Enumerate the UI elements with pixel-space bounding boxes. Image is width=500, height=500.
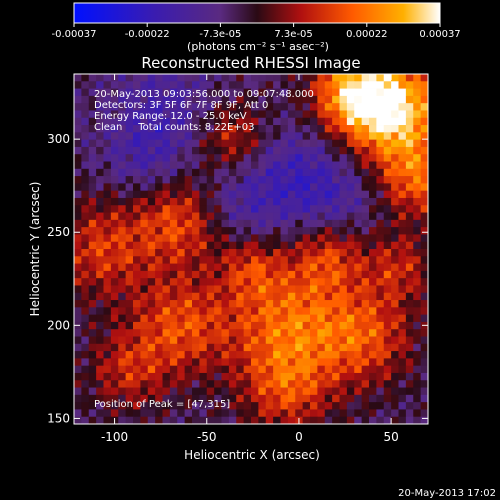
colorbar-units-label: (photons cm⁻² s⁻¹ asec⁻²): [187, 40, 329, 53]
x-tick-label: 0: [295, 430, 303, 444]
y-axis-ticks: 150 200 250 300: [47, 132, 428, 425]
x-axis-label: Heliocentric X (arcsec): [184, 448, 320, 462]
plot-frame: [73, 73, 429, 425]
annotation-time-range: 20-May-2013 09:03:56.000 to 09:07:48.000: [94, 89, 314, 100]
colorbar-tick-label: -0.00037: [52, 29, 97, 40]
colorbar-tick-labels: -0.00037 -0.00022 -7.3e-05 7.3e-05 0.00022 0.…: [52, 29, 461, 40]
annotation-clean-counts: Clean Total counts: 8.22E+03: [94, 122, 254, 133]
colorbar-ticks: [73, 23, 441, 27]
annotation-energy-range: Energy Range: 12.0 - 25.0 keV: [94, 111, 247, 122]
y-axis-label: Heliocentric Y (arcsec): [28, 182, 42, 317]
colorbar-tick-label: -7.3e-05: [199, 29, 241, 40]
colorbar-tick-label: 7.3e-05: [274, 29, 312, 40]
heatmap-image: [74, 74, 428, 424]
x-axis-ticks: -100 -50 0 50: [101, 74, 399, 444]
y-tick-label: 200: [47, 318, 70, 332]
x-tick-label: -100: [101, 430, 128, 444]
footer-timestamp: 20-May-2013 17:02: [398, 488, 496, 499]
colorbar-gradient: [73, 2, 441, 24]
y-tick-label: 300: [47, 132, 70, 146]
image-annotations: 20-May-2013 09:03:56.000 to 09:07:48.000…: [94, 89, 314, 133]
peak-position-label: Position of Peak = [47,315]: [94, 399, 230, 410]
annotation-detectors: Detectors: 3F 5F 6F 7F 8F 9F, Att 0: [94, 100, 268, 111]
image-title: Reconstructed RHESSI Image: [141, 54, 360, 72]
heatmap-cells: [74, 74, 428, 424]
x-tick-label: 50: [383, 430, 398, 444]
colorbar-tick-label: 0.00022: [346, 29, 387, 40]
colorbar-tick-label: -0.00022: [125, 29, 170, 40]
x-tick-label: -50: [197, 430, 217, 444]
colorbar: -0.00037 -0.00022 -7.3e-05 7.3e-05 0.00022 0.…: [52, 2, 461, 53]
y-tick-label: 250: [47, 225, 70, 239]
colorbar-tick-label: 0.00037: [419, 29, 460, 40]
y-tick-label: 150: [47, 411, 70, 425]
